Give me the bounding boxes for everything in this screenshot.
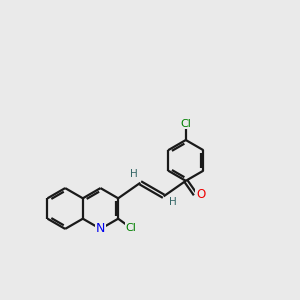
Text: O: O	[196, 188, 205, 201]
Text: N: N	[96, 222, 105, 236]
Text: Cl: Cl	[125, 223, 136, 233]
Text: H: H	[130, 169, 138, 179]
Text: Cl: Cl	[180, 118, 191, 128]
Text: H: H	[169, 197, 176, 207]
